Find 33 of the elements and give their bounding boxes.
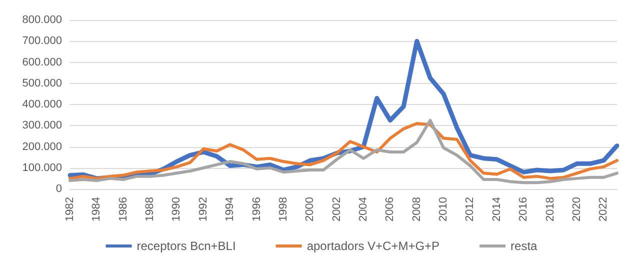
y-tick-label: 500.000 [22,77,62,90]
y-tick-label: 600.000 [22,56,62,68]
x-tick-label: 2008 [410,197,423,222]
x-tick-label: 2006 [384,197,396,222]
y-tick-label: 700.000 [22,35,62,48]
legend-label: receptors Bcn+BLI [136,239,236,253]
x-tick-label: 2012 [464,197,476,222]
x-tick-label: 1992 [197,197,210,222]
legend-label: aportadors V+C+M+G+P [306,239,440,253]
x-tick-label: 2014 [490,197,503,222]
x-tick-label: 1982 [64,197,76,222]
x-tick-label: 2002 [330,197,343,222]
x-tick-label: 2018 [544,197,556,222]
x-tick-label: 2022 [598,197,610,222]
y-tick-label: 800.000 [22,14,62,26]
x-tick-label: 1988 [144,197,156,222]
x-tick-label: 1994 [224,197,236,222]
x-tick-label: 2000 [304,197,316,222]
x-tick-label: 1998 [277,197,290,222]
legend-label: resta [510,239,538,253]
x-tick-label: 1996 [250,197,263,222]
x-tick-label: 2004 [358,197,370,222]
y-tick-label: 100.000 [22,162,62,174]
x-tick-label: 1984 [90,197,103,222]
y-tick-label: 0 [56,183,62,195]
x-tick-label: 2016 [518,197,530,222]
y-tick-label: 300.000 [22,120,62,132]
x-tick-label: 2020 [570,197,583,222]
y-tick-label: 200.000 [22,140,62,153]
y-tick-label: 400.000 [22,98,62,110]
x-tick-label: 1986 [117,197,130,222]
x-tick-label: 1990 [170,197,183,222]
x-tick-label: 2010 [438,197,450,222]
